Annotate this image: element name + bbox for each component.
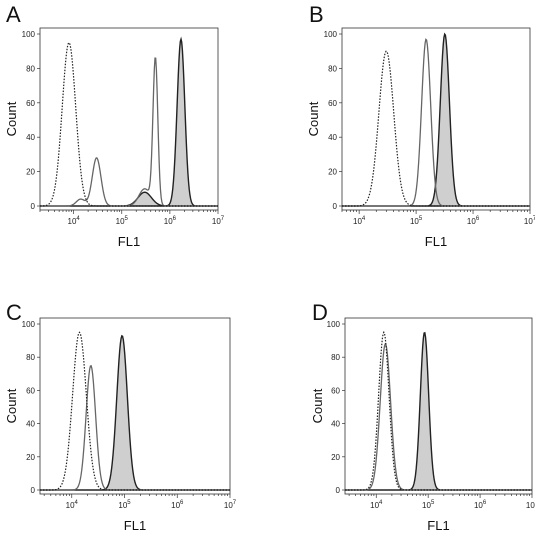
x-tick-label: 105 — [422, 500, 435, 510]
y-tick-label: 80 — [26, 64, 35, 73]
y-tick-label: 0 — [31, 486, 36, 495]
y-tick-label: 20 — [331, 453, 340, 462]
y-tick-label: 100 — [324, 30, 338, 39]
y-tick-label: 100 — [22, 320, 36, 329]
y-tick-label: 60 — [26, 386, 35, 395]
x-tick-label: 107 — [224, 500, 237, 510]
histogram-dotted — [40, 331, 230, 491]
x-tick-label: 107 — [212, 216, 225, 226]
panel-letter: B — [309, 2, 324, 27]
y-tick-label: 60 — [328, 99, 337, 108]
x-tick-label: 104 — [370, 500, 383, 510]
x-axis-title: FL1 — [118, 234, 140, 249]
y-tick-label: 80 — [328, 64, 337, 73]
y-tick-label: 40 — [331, 420, 340, 429]
y-tick-label: 40 — [26, 133, 35, 142]
y-axis-title: Count — [310, 388, 325, 423]
x-axis-title: FL1 — [427, 518, 449, 533]
y-tick-label: 60 — [331, 386, 340, 395]
y-tick-label: 60 — [26, 99, 35, 108]
histogram-filled — [345, 331, 532, 491]
y-tick-label: 20 — [328, 168, 337, 177]
x-tick-label: 105 — [410, 216, 423, 226]
histogram-filled — [40, 334, 230, 491]
x-tick-label: 104 — [68, 216, 81, 226]
histogram-solid — [40, 364, 230, 491]
histogram-filled — [342, 32, 530, 207]
y-axis-title: Count — [4, 101, 19, 136]
panel-a: A 0 20 40 60 80 100 104 105 106 107 FL1 Count — [4, 2, 225, 249]
plot-frame — [344, 317, 533, 495]
x-tick-label: 106 — [164, 216, 177, 226]
y-axis-title: Count — [306, 101, 321, 136]
plot-frame — [39, 27, 219, 211]
y-tick-label: 40 — [26, 420, 35, 429]
x-tick-label: 104 — [353, 216, 366, 226]
x-tick-label: 105 — [116, 216, 129, 226]
y-tick-label: 0 — [336, 486, 341, 495]
x-tick-label: 106 — [474, 500, 487, 510]
y-tick-label: 80 — [331, 353, 340, 362]
y-tick-label: 80 — [26, 353, 35, 362]
panel-b: B 0 20 40 60 80 100 104 105 106 107 FL1 Count — [306, 2, 535, 249]
x-tick-label: 107 — [524, 216, 535, 226]
x-axis-title: FL1 — [124, 518, 146, 533]
histogram-dotted — [40, 41, 218, 207]
panel-letter: C — [6, 300, 22, 325]
plot-frame — [341, 27, 531, 211]
x-axis-title: FL1 — [425, 234, 447, 249]
x-tick-label: 105 — [118, 500, 131, 510]
y-axis-title: Count — [4, 388, 19, 423]
y-tick-label: 0 — [31, 202, 36, 211]
x-tick-label: 106 — [467, 216, 480, 226]
y-tick-label: 20 — [26, 453, 35, 462]
y-tick-label: 20 — [26, 168, 35, 177]
y-tick-label: 40 — [328, 133, 337, 142]
histogram-dotted — [345, 330, 532, 491]
histogram-solid — [40, 57, 218, 207]
x-tick-label: 107 — [526, 500, 535, 510]
panel-d: D 0 20 40 60 80 100 104 105 106 107 FL1 Count — [310, 300, 535, 533]
y-tick-label: 100 — [327, 320, 341, 329]
histogram-solid — [345, 342, 532, 491]
panel-letter: D — [312, 300, 328, 325]
y-tick-label: 100 — [22, 30, 36, 39]
x-tick-label: 106 — [171, 500, 184, 510]
panel-c: C 0 20 40 60 80 100 104 105 106 107 FL1 Count — [4, 300, 237, 533]
y-tick-label: 0 — [333, 202, 338, 211]
x-tick-label: 104 — [66, 500, 79, 510]
histogram-solid — [342, 38, 530, 207]
plot-frame — [39, 317, 231, 495]
panel-letter: A — [6, 2, 21, 27]
histogram-filled — [40, 36, 218, 207]
